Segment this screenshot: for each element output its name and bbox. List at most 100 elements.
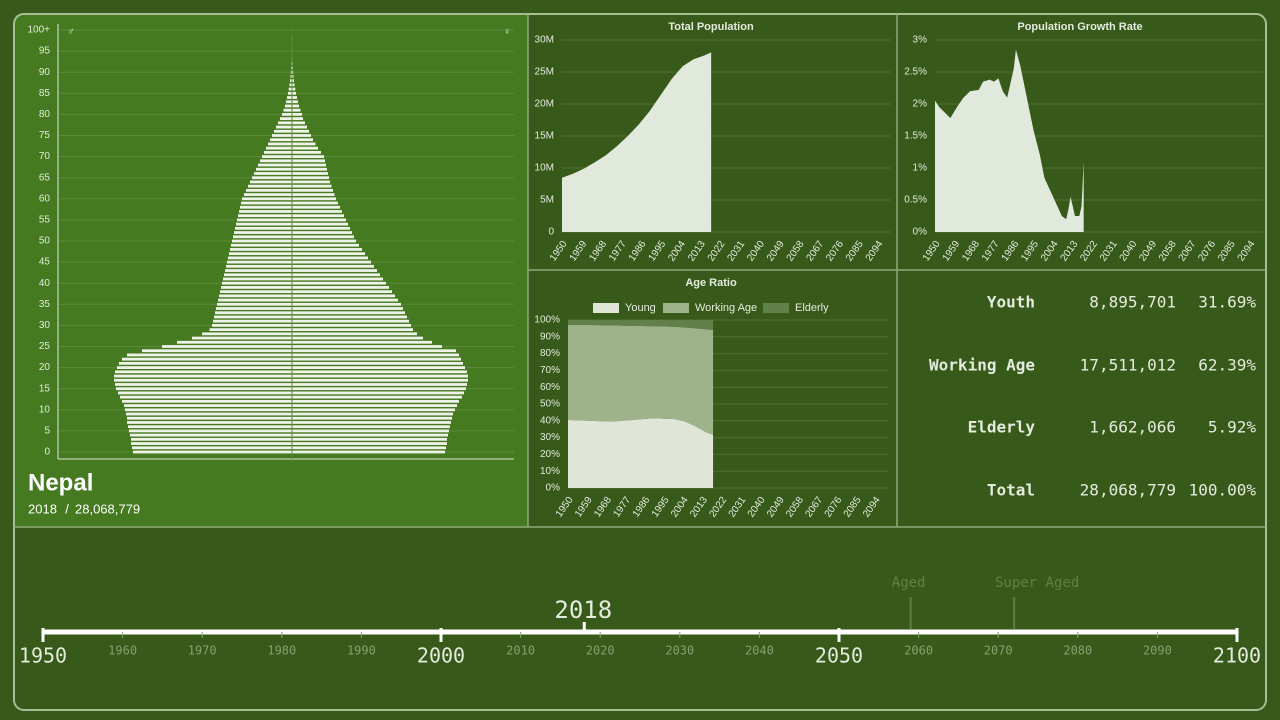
pyramid-bar	[218, 298, 292, 302]
pyramid-bar	[292, 383, 467, 386]
pyramid-bar	[132, 446, 292, 450]
pyramid-bar	[292, 243, 359, 247]
pyramid-bar	[282, 113, 292, 116]
legend-label: ♀	[503, 27, 511, 38]
stat-label: Youth	[987, 293, 1035, 312]
pyramid-bar	[220, 290, 292, 294]
pyramid-bar	[292, 328, 413, 332]
pyramid-bar	[292, 218, 346, 222]
pyramid-bar	[292, 256, 368, 260]
y-tick-label: 0	[548, 227, 554, 238]
minor-tick-label: 1980	[267, 644, 296, 658]
pyramid-bar	[238, 214, 292, 218]
pyramid-bar	[229, 252, 292, 256]
pyramid-bar	[288, 91, 292, 95]
pyramid-bar	[292, 442, 447, 445]
y-tick-label: 50%	[540, 399, 560, 410]
pyramid-bar	[264, 150, 292, 154]
pyramid-bar	[292, 302, 401, 306]
stat-share: 31.69%	[1198, 293, 1256, 312]
pyramid-bar	[237, 218, 292, 222]
pyramid-bar	[127, 353, 292, 357]
y-tick-label: 80%	[540, 348, 560, 359]
pyramid-bar	[114, 374, 292, 378]
pyramid-bar	[225, 269, 292, 272]
pyramid-bar	[127, 421, 292, 424]
pyramid-bar	[223, 277, 292, 281]
pyramid-bar	[221, 286, 292, 289]
pyramid-bar	[290, 70, 292, 74]
pyramid-bar	[292, 412, 453, 416]
y-tick-label: 0%	[546, 483, 561, 494]
pyramid-bar	[130, 433, 292, 437]
y-tick-label: 30%	[540, 432, 560, 443]
pyramid-bar	[124, 404, 292, 407]
pyramid-bar	[292, 378, 468, 382]
y-tick-label: 0.5%	[904, 195, 927, 206]
stacked-area	[568, 418, 714, 488]
pyramid-bar	[292, 340, 432, 344]
pyramid-bar	[292, 450, 445, 454]
pyramid-bar	[292, 235, 354, 239]
legend-swatch	[593, 303, 619, 313]
pyramid-bar	[117, 366, 292, 369]
pyramid-bar	[292, 83, 295, 87]
pyramid-bar	[292, 117, 303, 121]
pyramid-bar	[115, 370, 292, 374]
y-tick-label: 60%	[540, 382, 560, 393]
chart-title: Total Population	[668, 21, 754, 33]
country-population: 28,068,779	[75, 501, 140, 516]
stat-count: 8,895,701	[1089, 293, 1176, 312]
pyramid-bar	[115, 383, 292, 386]
y-tick-label: 20M	[535, 99, 554, 110]
pyramid-bar	[228, 256, 292, 260]
stat-share: 5.92%	[1208, 418, 1257, 437]
y-tick-label: 10%	[540, 466, 560, 477]
pyramid-bar	[232, 239, 292, 243]
y-tick-label: 60	[39, 193, 51, 204]
pyramid-bar	[177, 340, 292, 344]
area	[562, 52, 712, 232]
pyramid-bar	[283, 108, 292, 112]
pyramid-bar	[120, 395, 292, 399]
y-tick-label: 90	[39, 67, 51, 78]
minor-tick-label: 2020	[586, 644, 615, 658]
y-tick-label: 65	[39, 172, 51, 183]
pyramid-bar	[292, 129, 309, 133]
pyramid-bar	[133, 450, 292, 454]
pyramid-bar	[292, 311, 405, 315]
pyramid-bar	[292, 248, 362, 251]
pyramid-bar	[216, 307, 292, 310]
pyramid-bar	[292, 294, 395, 298]
y-tick-label: 80	[39, 109, 51, 120]
stat-count: 1,662,066	[1089, 418, 1176, 437]
pyramid-bar	[244, 193, 292, 196]
pyramid-bar	[292, 159, 325, 163]
pyramid-bar	[268, 142, 292, 146]
pyramid-bar	[129, 429, 292, 433]
major-tick-label: 1950	[19, 644, 67, 668]
pyramid-bar	[292, 446, 446, 450]
pyramid-bar	[292, 252, 365, 256]
pyramid-bar	[292, 155, 324, 158]
y-tick-label: 10M	[535, 163, 554, 174]
pyramid-bar	[292, 298, 398, 302]
major-tick-label: 2000	[417, 644, 465, 668]
minor-tick-label: 2080	[1063, 644, 1092, 658]
pyramid-bar	[292, 205, 340, 209]
pyramid-bar	[292, 357, 461, 361]
pyramid-bar	[127, 416, 292, 420]
pyramid-bar	[256, 167, 292, 171]
pyramid-bar	[292, 150, 321, 154]
pyramid-bar	[292, 138, 313, 142]
pyramid-bar	[292, 96, 297, 99]
pyramid-bar	[292, 391, 464, 395]
pyramid-bar	[292, 146, 318, 150]
y-tick-label: 20%	[540, 449, 560, 460]
pyramid-bar	[292, 349, 456, 353]
pyramid-bar	[131, 437, 292, 441]
pyramid-bar	[266, 146, 292, 150]
pyramid-bar	[290, 79, 292, 83]
y-tick-label: 15	[39, 383, 51, 394]
pyramid-bar	[125, 408, 292, 412]
